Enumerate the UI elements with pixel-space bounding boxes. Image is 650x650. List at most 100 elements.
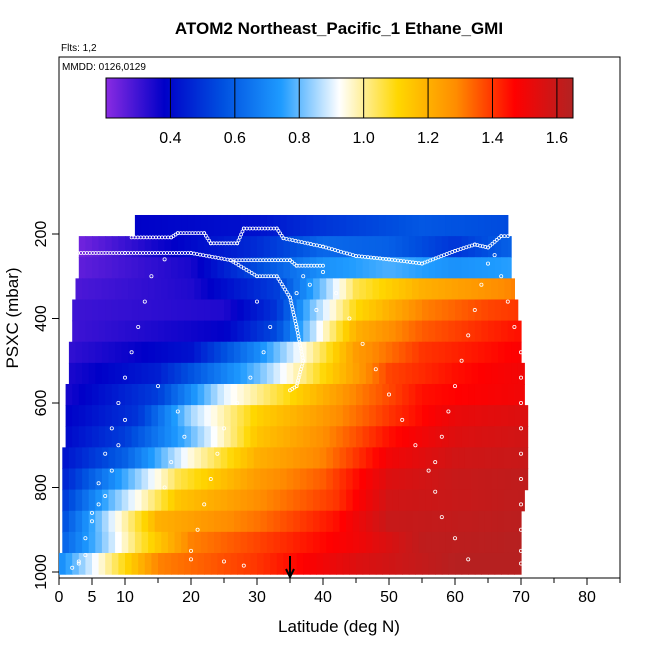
heatmap-cell — [507, 383, 515, 406]
heatmap-cell — [128, 341, 136, 364]
heatmap-cell — [323, 426, 331, 448]
heatmap-cell — [207, 468, 215, 491]
heatmap-cell — [395, 236, 403, 258]
heatmap-cell — [128, 362, 136, 385]
heatmap-cell — [171, 383, 179, 406]
heatmap-cell — [266, 278, 275, 301]
heatmap-cell — [138, 257, 146, 279]
heatmap-cell — [181, 341, 189, 364]
heatmap-cell — [197, 320, 205, 343]
flight-track-point — [241, 266, 246, 271]
heatmap-cell — [164, 405, 172, 427]
heatmap-cell — [72, 320, 80, 343]
heatmap-cell — [88, 278, 96, 301]
sample-point — [426, 468, 431, 473]
heatmap-cell — [332, 278, 341, 301]
heatmap-cell — [521, 383, 525, 406]
heatmap-cell — [141, 214, 149, 237]
heatmap-cell — [280, 214, 288, 237]
heatmap-cell — [214, 447, 222, 470]
heatmap-cell — [507, 236, 512, 258]
heatmap-cell — [115, 447, 123, 470]
heatmap-cell — [497, 341, 506, 364]
heatmap-cell — [484, 489, 492, 512]
heatmap-cell — [497, 278, 506, 301]
heatmap-cell — [88, 489, 96, 512]
heatmap-cell — [405, 362, 413, 385]
heatmap-cell — [524, 468, 529, 491]
heatmap-cell — [481, 426, 489, 448]
heatmap-cell — [197, 552, 205, 575]
heatmap-cell — [296, 552, 304, 575]
heatmap-cell — [134, 362, 143, 385]
heatmap-cell — [164, 236, 172, 258]
heatmap-cell — [62, 447, 70, 470]
heatmap-cell — [497, 468, 506, 491]
heatmap-cell — [441, 383, 449, 406]
heatmap-cell — [174, 468, 182, 491]
flight-track-point — [205, 236, 210, 241]
x-tick-label: 20 — [182, 589, 200, 606]
heatmap-cell — [101, 447, 110, 470]
heatmap-cell — [323, 405, 331, 427]
heatmap-cell — [154, 214, 162, 237]
heatmap-cell — [372, 468, 380, 491]
heatmap-cell — [118, 320, 126, 343]
heatmap-cell — [181, 510, 189, 533]
heatmap-cell — [233, 489, 242, 512]
heatmap-cell — [98, 383, 106, 406]
heatmap-cell — [372, 447, 380, 470]
heatmap-cell — [306, 531, 314, 554]
heatmap-cell — [336, 405, 344, 427]
sample-point — [241, 563, 246, 568]
heatmap-cell — [141, 278, 149, 301]
x-tick-label: 40 — [314, 589, 332, 606]
heatmap-cell — [375, 320, 383, 343]
heatmap-cell — [214, 510, 222, 533]
heatmap-cell — [111, 552, 119, 575]
heatmap-cell — [329, 320, 337, 343]
sample-point — [519, 350, 524, 355]
heatmap-cell — [290, 552, 298, 575]
heatmap-cell — [362, 383, 370, 406]
heatmap-cell — [501, 383, 509, 406]
heatmap-cell — [154, 468, 162, 491]
heatmap-cell — [283, 320, 291, 343]
heatmap-cell — [115, 489, 123, 512]
heatmap-cell — [167, 468, 176, 491]
heatmap-cell — [352, 214, 360, 237]
heatmap-cell — [293, 341, 301, 364]
heatmap-cell — [392, 278, 400, 301]
heatmap-cell — [438, 214, 446, 237]
heatmap-cell — [514, 426, 522, 448]
heatmap-cell — [332, 468, 341, 491]
heatmap-cell — [118, 405, 126, 427]
heatmap-cell — [247, 489, 255, 512]
heatmap-cell — [95, 341, 103, 364]
heatmap-cell — [266, 214, 275, 237]
heatmap-cell — [425, 531, 433, 554]
heatmap-cell — [194, 531, 202, 554]
heatmap-cell — [504, 278, 512, 301]
heatmap-cell — [227, 510, 235, 533]
heatmap-cell — [306, 362, 314, 385]
heatmap-cell — [435, 236, 443, 258]
heatmap-cell — [224, 426, 232, 448]
heatmap-cell — [286, 531, 294, 554]
heatmap-cell — [441, 257, 449, 279]
heatmap-cell — [237, 383, 245, 406]
heatmap-cell — [349, 320, 357, 343]
heatmap-cell — [365, 214, 374, 237]
heatmap-cell — [494, 383, 502, 406]
heatmap-cell — [177, 257, 185, 279]
heatmap-cell — [220, 362, 228, 385]
heatmap-cell — [227, 447, 235, 470]
heatmap-cell — [128, 510, 136, 533]
heatmap-cell — [425, 341, 433, 364]
heatmap-cell — [257, 299, 265, 322]
heatmap-cell — [484, 341, 492, 364]
flight-track-point — [276, 276, 281, 281]
heatmap-cell — [200, 447, 209, 470]
heatmap-cell — [481, 405, 489, 427]
heatmap-cell — [438, 278, 446, 301]
